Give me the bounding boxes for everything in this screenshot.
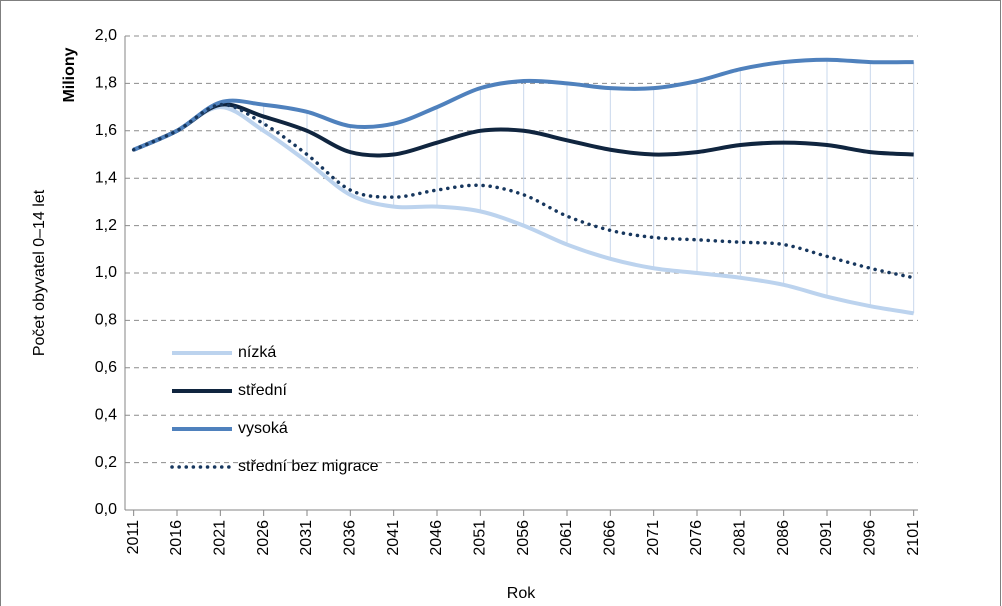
y-unit-label: Miliony: [61, 47, 78, 102]
x-tick-label: 2061: [558, 520, 575, 556]
legend-label: střední: [238, 382, 287, 399]
y-tick-label: 1,2: [95, 217, 117, 234]
x-tick-label: 2066: [602, 520, 619, 556]
y-tick-label: 2,0: [95, 27, 117, 44]
x-tick-label: 2051: [472, 520, 489, 556]
y-tick-label: 1,8: [95, 75, 117, 92]
x-tick-label: 2096: [862, 520, 879, 556]
x-tick-label: 2091: [818, 520, 835, 556]
y-axis-label: Počet obyvatel 0–14 let: [31, 189, 48, 356]
legend-label: střední bez migrace: [238, 458, 379, 475]
x-tick-label: 2031: [298, 520, 315, 556]
series-line: [132, 57, 914, 152]
y-tick-label: 1,6: [95, 122, 117, 139]
legend-label: nízká: [238, 344, 276, 361]
x-axis-label: Rok: [507, 585, 536, 602]
y-tick-label: 0,4: [95, 406, 117, 423]
x-tick-label: 2101: [905, 520, 922, 556]
x-tick-label: 2021: [212, 520, 229, 556]
x-tick-label: 2011: [125, 520, 142, 555]
y-tick-label: 0,2: [95, 454, 117, 471]
series-line: [132, 105, 914, 316]
y-tick-label: 1,0: [95, 264, 117, 281]
x-tick-label: 2016: [168, 520, 185, 556]
y-tick-label: 0,8: [95, 312, 117, 329]
x-tick-label: 2081: [732, 520, 749, 556]
x-tick-label: 2046: [428, 520, 445, 556]
legend-label: vysoká: [238, 420, 288, 437]
series-line: [131, 102, 916, 280]
x-tick-label: 2086: [775, 520, 792, 556]
x-tick-label: 2076: [688, 520, 705, 556]
series-line: [132, 102, 914, 158]
y-tick-label: 0,6: [95, 359, 117, 376]
x-tick-label: 2071: [645, 520, 662, 556]
x-tick-label: 2026: [255, 520, 272, 556]
y-tick-label: 1,4: [95, 169, 117, 186]
x-tick-label: 2036: [342, 520, 359, 556]
y-tick-label: 0,0: [95, 501, 117, 518]
x-tick-label: 2056: [515, 520, 532, 556]
x-tick-label: 2041: [385, 520, 402, 556]
